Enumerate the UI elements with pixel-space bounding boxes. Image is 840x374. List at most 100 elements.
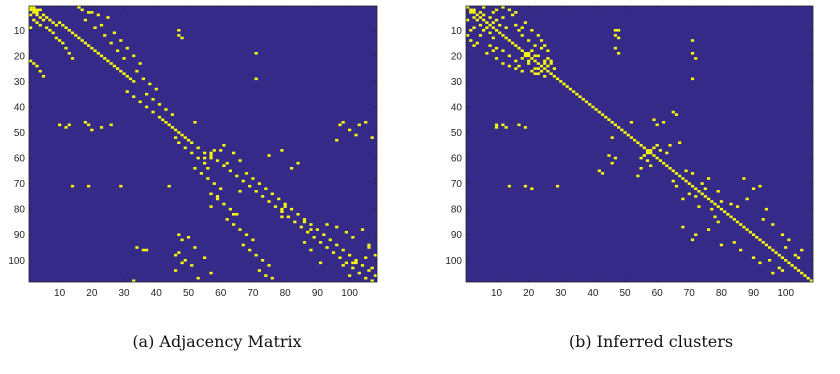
heatmap-cell xyxy=(96,13,100,17)
heatmap-cell xyxy=(77,6,81,9)
heatmap-cell xyxy=(475,18,479,22)
x-tick-label: 20 xyxy=(523,288,535,299)
heatmap-cell xyxy=(472,26,476,29)
heatmap-cell xyxy=(212,149,216,152)
heatmap-cell xyxy=(360,264,365,267)
heatmap-cell xyxy=(351,266,355,270)
heatmap-cell xyxy=(225,218,229,221)
heatmap-cell xyxy=(125,46,129,50)
heatmap-cell xyxy=(613,34,618,37)
heatmap-cell xyxy=(536,34,540,37)
y-tick-label: 50 xyxy=(451,128,463,139)
heatmap-cell xyxy=(642,154,646,157)
heatmap-cell xyxy=(613,29,618,32)
heatmap-cell xyxy=(54,23,58,27)
y-tick-label: 60 xyxy=(14,154,26,165)
heatmap-cell xyxy=(180,36,184,40)
heatmap-cell xyxy=(796,256,801,259)
heatmap-cell xyxy=(694,187,698,190)
y-tick-label: 30 xyxy=(451,77,463,88)
heatmap-cell xyxy=(215,159,220,162)
heatmap-cell xyxy=(543,67,547,70)
heatmap-cell xyxy=(183,146,187,150)
heatmap-cell xyxy=(543,44,547,47)
heatmap-cell xyxy=(661,161,666,165)
heatmap-cell xyxy=(703,187,707,190)
heatmap-cell xyxy=(527,54,531,58)
heatmap-cell xyxy=(774,251,778,254)
y-tick-label: 20 xyxy=(451,51,463,62)
heatmap-cell xyxy=(232,151,236,155)
heatmap-cell xyxy=(761,241,765,244)
heatmap-cell xyxy=(232,213,236,216)
heatmap-cell xyxy=(319,241,323,244)
heatmap-cell xyxy=(514,11,518,14)
heatmap-cell xyxy=(112,64,116,68)
heatmap-cell xyxy=(514,23,518,27)
heatmap-cell xyxy=(196,156,200,160)
heatmap-cell xyxy=(67,123,71,127)
heatmap-cell xyxy=(190,264,194,267)
heatmap-cell xyxy=(132,279,136,282)
heatmap-cell xyxy=(758,184,762,188)
heatmap-cell xyxy=(61,23,65,27)
heatmap-cell xyxy=(106,59,110,63)
heatmap-cell xyxy=(280,210,284,213)
heatmap-cell xyxy=(687,192,691,196)
heatmap-cell xyxy=(527,62,531,65)
heatmap-cell xyxy=(684,169,688,173)
heatmap-cell xyxy=(475,13,479,17)
heatmap-cell xyxy=(713,215,717,219)
heatmap-cell xyxy=(203,156,207,160)
heatmap-cell xyxy=(539,39,544,42)
heatmap-cell xyxy=(520,34,524,37)
heatmap-cell xyxy=(290,167,294,170)
heatmap-cell xyxy=(219,149,223,152)
heatmap-cell xyxy=(357,123,361,127)
heatmap-cell xyxy=(183,136,187,139)
heatmap-cell xyxy=(751,187,756,190)
heatmap-cell xyxy=(655,156,659,160)
heatmap-cell xyxy=(514,67,518,70)
heatmap-cell xyxy=(335,243,339,247)
heatmap-cell xyxy=(591,105,595,109)
heatmap-cell xyxy=(527,39,531,42)
heatmap-cell xyxy=(338,123,342,127)
heatmap-cell xyxy=(504,36,508,40)
heatmap-cell xyxy=(613,156,618,160)
heatmap-cell xyxy=(74,34,78,37)
heatmap-cell xyxy=(48,29,52,32)
heatmap-cell xyxy=(523,126,528,129)
heatmap-cell xyxy=(649,164,653,167)
heatmap-cell xyxy=(764,243,769,247)
y-tick-label: 10 xyxy=(451,26,463,37)
heatmap-cell xyxy=(739,223,743,226)
heatmap-cell xyxy=(64,26,68,29)
heatmap-cell xyxy=(348,128,352,132)
heatmap-cell xyxy=(264,274,268,277)
heatmap-cell xyxy=(35,64,39,68)
heatmap-cell xyxy=(238,159,242,162)
heatmap-cell xyxy=(751,256,756,259)
heatmap-cell xyxy=(38,16,42,19)
heatmap-cell xyxy=(498,31,502,35)
x-tick-label: 60 xyxy=(215,288,227,299)
heatmap-cell xyxy=(793,266,797,270)
heatmap-cell xyxy=(501,6,505,9)
heatmap-cell xyxy=(177,131,181,134)
x-tick-label: 80 xyxy=(280,288,292,299)
heatmap-cell xyxy=(671,179,675,183)
heatmap-cell xyxy=(517,64,521,68)
heatmap-cell xyxy=(610,121,614,124)
heatmap-cell xyxy=(649,149,653,152)
heatmap-cell xyxy=(206,177,210,180)
heatmap-cell xyxy=(41,13,46,17)
heatmap-cell xyxy=(106,16,110,19)
heatmap-cell xyxy=(665,151,669,155)
heatmap-cell xyxy=(784,259,788,262)
heatmap-cell xyxy=(367,243,371,247)
heatmap-cell xyxy=(761,218,765,221)
heatmap-cell xyxy=(678,141,682,144)
heatmap-cell xyxy=(238,190,242,193)
